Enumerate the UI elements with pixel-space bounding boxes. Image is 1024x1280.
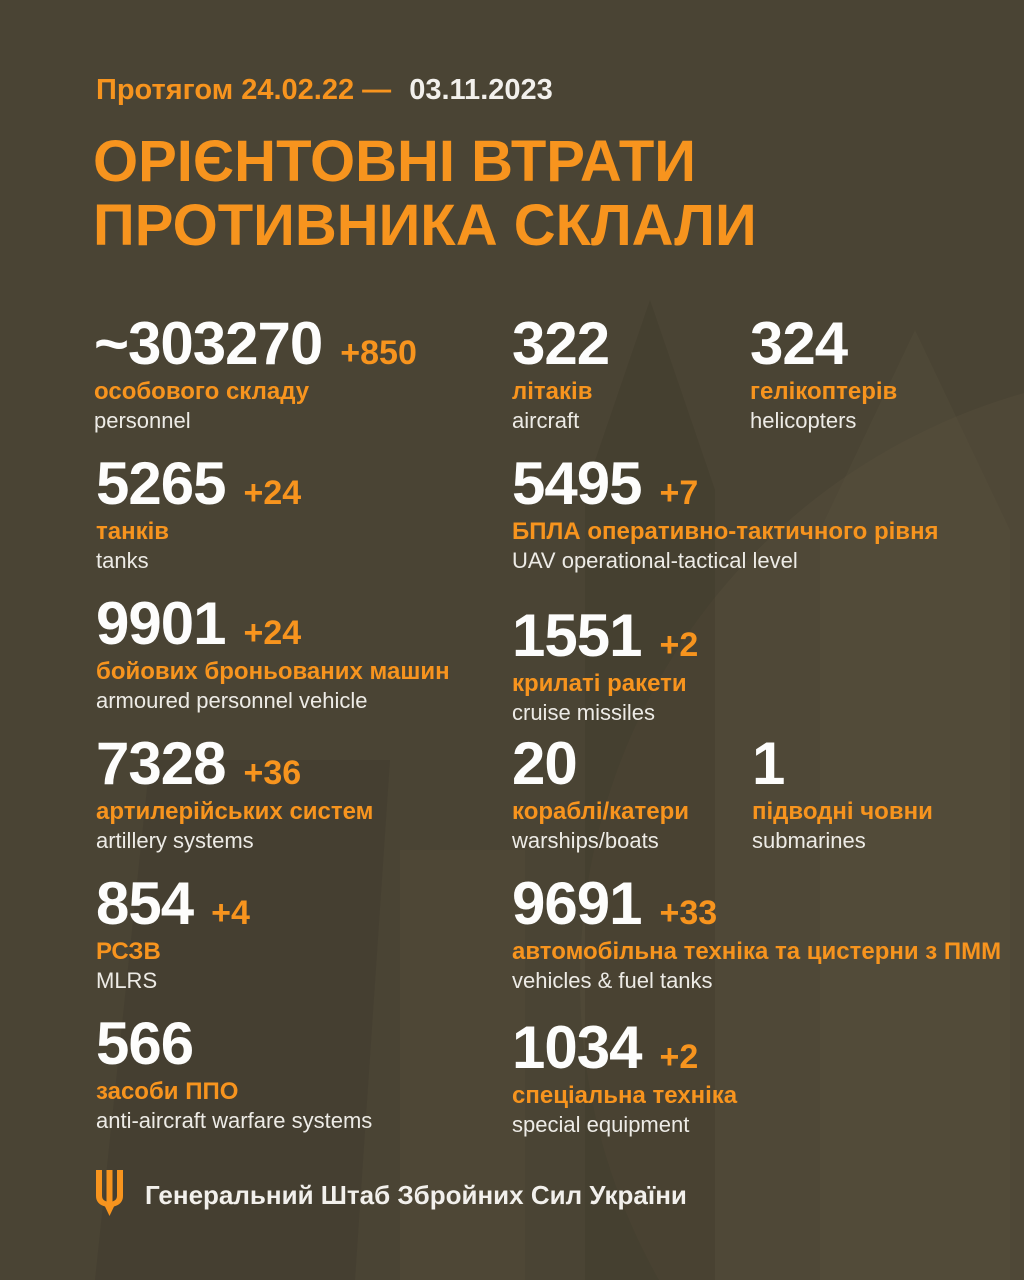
stat-label-en: anti-aircraft warfare systems bbox=[96, 1108, 373, 1133]
stat-label-en: MLRS bbox=[96, 968, 158, 993]
stat-label-ua: РСЗВ bbox=[96, 938, 161, 965]
stat-submarines: 1 підводні човни submarines bbox=[752, 734, 933, 854]
stat-value: 1034 bbox=[512, 1014, 642, 1081]
stat-label-en: UAV operational-tactical level bbox=[512, 548, 798, 573]
stat-label-en: warships/boats bbox=[512, 828, 659, 853]
stat-delta: +24 bbox=[243, 614, 302, 652]
stat-aircraft: 322 літаків aircraft bbox=[512, 314, 627, 434]
stat-delta: +33 bbox=[659, 894, 718, 932]
stat-value: 322 bbox=[512, 310, 610, 377]
stat-label-ua: особового складу bbox=[94, 378, 310, 405]
stat-delta: +2 bbox=[659, 1038, 699, 1076]
stat-label-ua: засоби ППО bbox=[96, 1078, 239, 1105]
stat-tanks: 5265 +24 танків tanks bbox=[96, 454, 301, 574]
stat-label-ua: танків bbox=[96, 518, 170, 545]
stat-delta: +36 bbox=[243, 754, 302, 792]
stat-label-ua: кораблі/катери bbox=[512, 798, 690, 825]
stat-value: 5495 bbox=[512, 450, 642, 517]
stat-value: ~303270 bbox=[94, 310, 323, 377]
stat-uav: 5495 +7 БПЛА оперативно-тактичного рівня… bbox=[512, 454, 939, 574]
trident-icon bbox=[96, 1170, 123, 1221]
stat-personnel: ~303270 +850 особового складу personnel bbox=[94, 314, 417, 434]
footer: Генеральний Штаб Збройних Сил України bbox=[96, 1170, 687, 1221]
stat-value: 9691 bbox=[512, 870, 642, 937]
stat-label-en: armoured personnel vehicle bbox=[96, 688, 368, 713]
stat-value: 7328 bbox=[96, 730, 226, 797]
stat-value: 20 bbox=[512, 730, 578, 797]
stat-label-ua: БПЛА оперативно-тактичного рівня bbox=[512, 518, 939, 545]
stat-value: 1 bbox=[752, 730, 785, 797]
period-prefix: Протягом 24.02.22 — bbox=[96, 74, 392, 106]
stat-label-en: submarines bbox=[752, 828, 866, 853]
stat-helicopters: 324 гелікоптерів helicopters bbox=[750, 314, 897, 434]
stat-value: 9901 bbox=[96, 590, 226, 657]
stat-label-en: cruise missiles bbox=[512, 700, 656, 725]
stat-warships: 20 кораблі/катери warships/boats bbox=[512, 734, 689, 854]
stat-delta: +4 bbox=[211, 894, 250, 932]
stat-label-ua: артилерійських систем bbox=[96, 798, 374, 825]
stat-label-en: special equipment bbox=[512, 1112, 690, 1137]
stat-vehicles-fuel-tanks: 9691 +33 автомобільна техніка та цистерн… bbox=[512, 874, 1001, 994]
stat-label-en: tanks bbox=[96, 548, 149, 573]
stat-delta: +24 bbox=[243, 474, 302, 512]
stat-delta: +2 bbox=[659, 626, 699, 664]
report-period: Протягом 24.02.22 — 03.11.2023 bbox=[96, 74, 553, 107]
report-date: 03.11.2023 bbox=[409, 74, 553, 106]
stat-label-ua: спеціальна техніка bbox=[512, 1082, 738, 1109]
stat-label-ua: гелікоптерів bbox=[750, 378, 898, 405]
stat-label-ua: підводні човни bbox=[752, 798, 933, 825]
stat-delta: +7 bbox=[659, 474, 699, 512]
stat-label-ua: автомобільна техніка та цистерни з ПММ bbox=[512, 938, 1002, 965]
title-line-2: ПРОТИВНИКА СКЛАЛИ bbox=[93, 192, 757, 258]
title-line-1: ОРІЄНТОВНІ ВТРАТИ bbox=[93, 129, 696, 194]
page-title: ОРІЄНТОВНІ ВТРАТИ ПРОТИВНИКА СКЛАЛИ bbox=[93, 130, 757, 258]
stat-label-ua: крилаті ракети bbox=[512, 670, 687, 697]
stat-label-en: vehicles & fuel tanks bbox=[512, 968, 713, 993]
stat-value: 324 bbox=[750, 310, 848, 377]
stat-special-equipment: 1034 +2 спеціальна техніка special equip… bbox=[512, 1018, 737, 1138]
stat-value: 5265 bbox=[96, 450, 226, 517]
stat-label-en: artillery systems bbox=[96, 828, 254, 853]
stat-cruise-missiles: 1551 +2 крилаті ракети cruise missiles bbox=[512, 606, 698, 726]
stat-anti-aircraft: 566 засоби ППО anti-aircraft warfare sys… bbox=[96, 1014, 372, 1134]
stat-label-ua: бойових броньованих машин bbox=[96, 658, 450, 685]
stat-armoured-vehicles: 9901 +24 бойових броньованих машин armou… bbox=[96, 594, 450, 714]
stat-value: 1551 bbox=[512, 602, 642, 669]
stat-delta: +850 bbox=[340, 334, 417, 372]
stat-label-ua: літаків bbox=[512, 378, 593, 405]
stat-artillery: 7328 +36 артилерійських систем artillery… bbox=[96, 734, 373, 854]
stat-label-en: aircraft bbox=[512, 408, 580, 433]
organization-name: Генеральний Штаб Збройних Сил України bbox=[145, 1180, 687, 1210]
stat-mlrs: 854 +4 РСЗВ MLRS bbox=[96, 874, 250, 994]
stat-value: 854 bbox=[96, 870, 194, 937]
stat-label-en: personnel bbox=[94, 408, 191, 433]
stat-value: 566 bbox=[96, 1010, 194, 1077]
stat-label-en: helicopters bbox=[750, 408, 857, 433]
